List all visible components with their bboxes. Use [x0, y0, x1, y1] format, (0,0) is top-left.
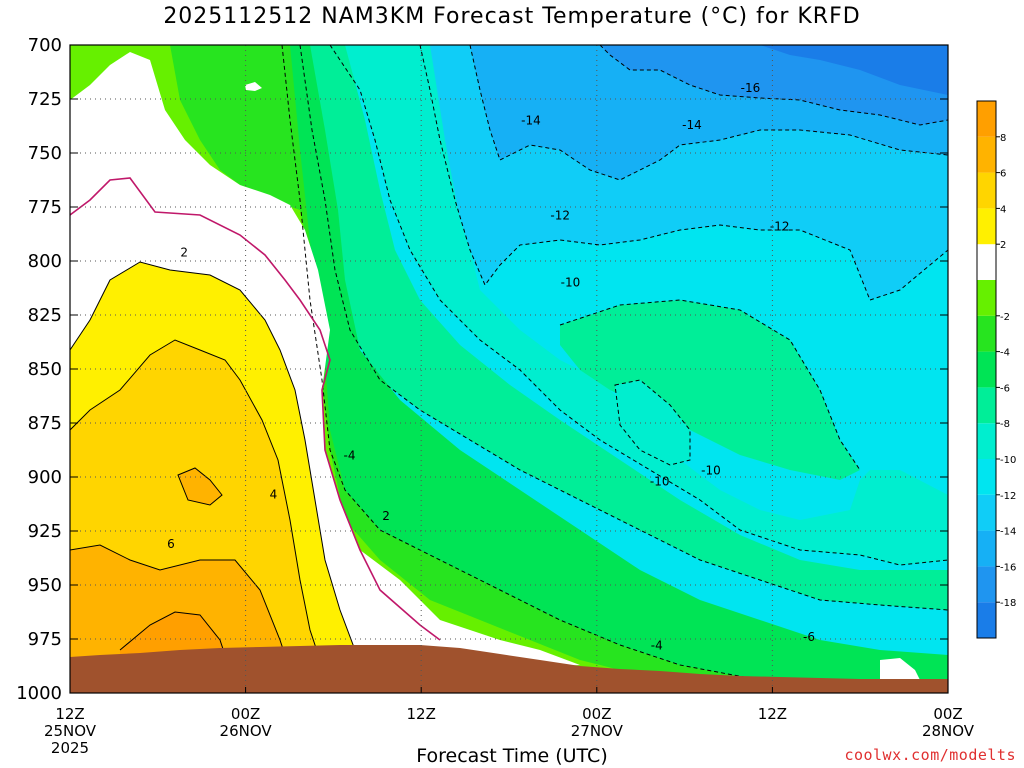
colorbar-tick-label: -16 — [1000, 562, 1016, 573]
colorbar-swatch — [977, 315, 996, 352]
ground-shading — [70, 645, 948, 693]
x-tick-label: 00Z — [231, 705, 260, 723]
colorbar-swatch — [977, 387, 996, 424]
x-tick-date: 27NOV — [571, 722, 624, 740]
zero-contour — [70, 177, 441, 641]
colorbar-swatch — [977, 208, 996, 245]
colorbar-swatch — [977, 101, 996, 137]
credit-text: coolwx.com/modelts — [844, 746, 1016, 764]
colorbar-tick-label: -2 — [1000, 312, 1010, 323]
field-minus10-to-minus8 — [330, 45, 948, 565]
colorbar-tick-label: -14 — [1000, 527, 1016, 538]
colorbar-swatch — [977, 172, 996, 209]
field-minus8-to-minus6 — [300, 45, 948, 610]
x-tick-label: 00Z — [582, 705, 611, 723]
colorbar-tick-label: 8 — [1000, 133, 1006, 144]
colorbar-swatch — [977, 566, 996, 603]
colorbar-tick-label: 2 — [1000, 240, 1006, 251]
y-tick-label: 900 — [28, 467, 62, 488]
colorbar-swatch — [977, 494, 996, 531]
colorbar-swatch — [977, 530, 996, 567]
contour-label: -14 — [521, 114, 541, 128]
positive-contours — [70, 261, 356, 671]
field-minus10-core — [615, 380, 690, 465]
contour-labels: -16 -14 -14 -12 -12 -10 -10 -10 -4 -4 -6 2 2 4 6 — [167, 81, 815, 652]
x-tick-date: 25NOV — [44, 722, 97, 740]
x-tick-label: 12Z — [758, 705, 787, 723]
y-tick-label: 875 — [28, 413, 62, 434]
colorbar-frame — [976, 100, 997, 639]
x-tick-date: 26NOV — [220, 722, 273, 740]
contour-label: -10 — [701, 464, 721, 478]
contour-label: 4 — [270, 487, 278, 501]
x-axis-label: Forecast Time (UTC) — [416, 745, 608, 767]
x-tick-date: 28NOV — [922, 722, 975, 740]
field-minus6-to-minus4 — [282, 45, 948, 693]
colorbar-swatch — [977, 459, 996, 495]
contour-label: -10 — [650, 474, 670, 488]
colorbar-tick-label: -8 — [1000, 419, 1010, 430]
field-below-minus18 — [760, 45, 948, 95]
contour-label: 6 — [167, 537, 175, 551]
y-tick-label: 975 — [28, 629, 62, 650]
contour-label: -16 — [741, 81, 761, 95]
y-tick-label: 950 — [28, 575, 62, 596]
colorbar-tick-label: -10 — [1000, 455, 1016, 466]
colorbar-tick-label: 6 — [1000, 169, 1006, 180]
colorbar-swatch — [977, 351, 996, 388]
colorbar-tick-label: -4 — [1000, 348, 1010, 359]
x-tick-label: 12Z — [407, 705, 436, 723]
field-0-pocket-lower — [880, 658, 920, 684]
colorbar-swatch — [977, 244, 996, 280]
contour-label: -14 — [682, 118, 702, 132]
y-tick-label: 800 — [28, 251, 62, 272]
colorbar-tick-label: -18 — [1000, 598, 1016, 609]
contour-label: -10 — [561, 276, 581, 290]
contour-label: 2 — [382, 509, 390, 523]
contour-label: -4 — [651, 638, 663, 652]
colorbar-tick-label: -6 — [1000, 383, 1010, 394]
contour-label: -4 — [344, 448, 356, 462]
contour-label: -6 — [803, 630, 815, 644]
contour-label: -12 — [770, 219, 790, 233]
y-tick-label: 925 — [28, 521, 62, 542]
x-tick-year: 2025 — [51, 739, 89, 757]
colorbar-swatch — [977, 136, 996, 173]
y-tick-label: 850 — [28, 359, 62, 380]
temperature-field — [70, 45, 948, 693]
colorbar-tick-label: -12 — [1000, 491, 1016, 502]
chart-title: 2025112512 NAM3KM Forecast Temperature (… — [163, 4, 861, 29]
y-axis: 700 725 750 775 800 825 850 875 900 925 950 975 1000 — [16, 35, 948, 704]
colorbar-swatch — [977, 423, 996, 459]
y-tick-label: 700 — [28, 35, 62, 56]
contour-label: 2 — [180, 245, 188, 259]
x-tick-label: 12Z — [55, 705, 84, 723]
y-tick-label: 750 — [28, 143, 62, 164]
field-0-pocket-upper — [245, 82, 262, 91]
y-tick-label: 775 — [28, 197, 62, 218]
contour-label: -12 — [550, 209, 570, 223]
colorbar-tick-label: 4 — [1000, 204, 1006, 215]
colorbar: -18 -16 -14 -12 -10 -8 -6 -4 -2 2 4 6 8 — [976, 100, 1016, 639]
field-minus8-pocket — [560, 300, 860, 480]
x-tick-label: 00Z — [933, 705, 962, 723]
y-tick-label: 1000 — [16, 683, 62, 704]
field-6-pocket — [178, 468, 222, 505]
negative-contours — [281, 45, 948, 691]
y-tick-label: 725 — [28, 89, 62, 110]
colorbar-swatch — [977, 280, 996, 316]
y-tick-label: 825 — [28, 305, 62, 326]
colorbar-swatch — [977, 602, 996, 638]
grid-lines — [70, 45, 948, 693]
